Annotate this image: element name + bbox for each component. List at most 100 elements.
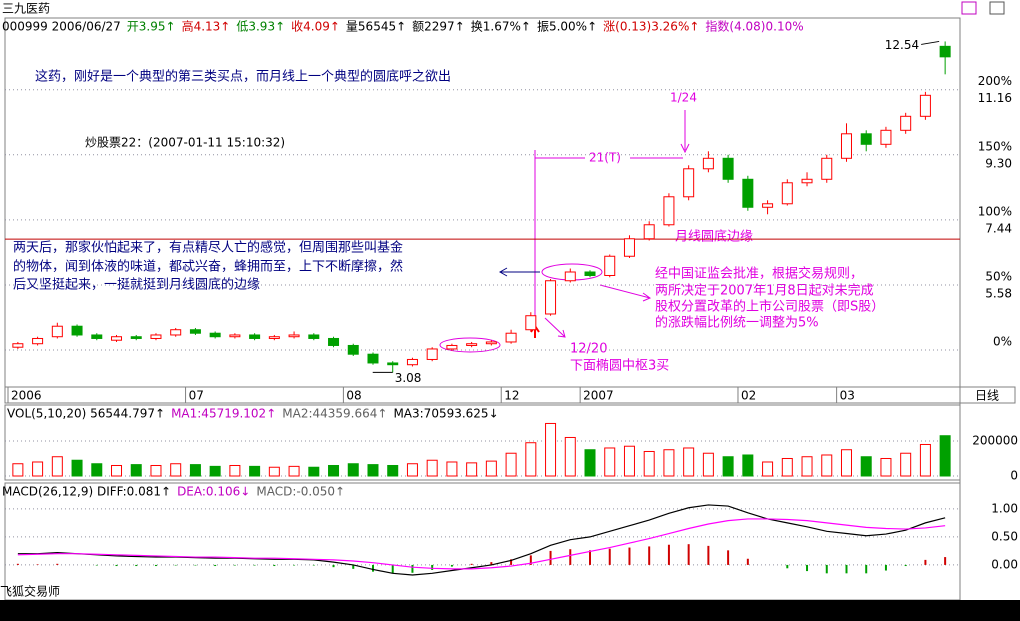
pivot-note: 下面椭圆中枢3买 xyxy=(570,358,669,374)
header-item: 000999 2006/06/27 xyxy=(2,20,121,34)
status-bar xyxy=(0,600,1020,621)
arrow xyxy=(498,267,540,277)
volume-bar xyxy=(919,443,931,477)
volume-bar xyxy=(150,464,162,477)
volume-bar xyxy=(584,449,596,477)
candle-body xyxy=(900,115,912,131)
volume-bar xyxy=(722,456,734,477)
candle-body xyxy=(308,334,320,339)
volume-bar xyxy=(249,465,261,477)
y-tick-label: 50% xyxy=(985,269,1012,283)
header-item: MACD:-0.050↑ xyxy=(256,485,345,499)
volume-bar xyxy=(564,436,576,477)
y-tick-label: 0% xyxy=(993,335,1012,349)
volume-bar xyxy=(268,466,280,477)
candle-body xyxy=(663,196,675,226)
pivot-ellipse xyxy=(439,337,501,353)
candle-body xyxy=(12,343,24,348)
scroll-icon[interactable] xyxy=(961,1,977,15)
candle-body xyxy=(939,45,951,58)
arrow xyxy=(599,284,652,302)
candle-body xyxy=(801,178,813,184)
y-tick-label: 150% xyxy=(978,139,1012,153)
volume-bar xyxy=(781,457,793,477)
volume-bar xyxy=(762,461,774,477)
volume-bar xyxy=(466,462,478,477)
candle-body xyxy=(860,133,872,145)
candle-body xyxy=(742,178,754,208)
candle-body xyxy=(229,334,241,338)
arrow xyxy=(544,317,566,338)
volume-bar xyxy=(880,457,892,477)
candle-body xyxy=(466,343,478,346)
candle-body xyxy=(781,182,793,205)
max-pointer xyxy=(921,40,940,45)
date-label: 2006 xyxy=(11,389,42,403)
volume-bar xyxy=(328,464,340,477)
volume-bar xyxy=(860,456,872,477)
volume-bar xyxy=(939,435,951,477)
app-name: 飞狐交易师 xyxy=(0,584,60,599)
header-item: 额2297↑ xyxy=(412,20,465,34)
volume-bar xyxy=(604,447,616,477)
left-note: 两天后，那家伙怕起来了，有点精尽人亡的感觉，但周围那些叫基金 xyxy=(13,240,403,256)
volume-bar xyxy=(367,464,379,477)
volume-bar xyxy=(51,456,63,477)
candle-body xyxy=(347,344,359,355)
date-label: 12 xyxy=(504,389,519,403)
candle-body xyxy=(288,334,300,338)
date-label: 12/20 xyxy=(570,342,607,357)
stock-name: 三九医药 xyxy=(2,2,50,16)
candle-body xyxy=(919,94,931,117)
edge-label: 月线圆底边缘 xyxy=(675,229,753,245)
y-tick-label: 200% xyxy=(978,74,1012,88)
volume-bar xyxy=(170,463,182,477)
volume-bar xyxy=(229,464,241,477)
header-item: 指数(4.08)0.10% xyxy=(705,19,803,34)
header-item: 涨(0.13)3.26%↑ xyxy=(603,19,699,34)
y-tick-label: 100% xyxy=(978,204,1012,218)
date-label: 03 xyxy=(840,389,855,403)
candle-body xyxy=(170,329,182,336)
candle-body xyxy=(643,224,655,240)
volume-bar xyxy=(446,461,458,477)
volume-bar xyxy=(189,464,201,477)
header-item: 低3.93↑ xyxy=(236,20,285,34)
annotations: 这药，刚好是一个典型的第三类买点，而月线上一个典型的圆底呼之欲出 炒股票22：(… xyxy=(13,69,884,374)
candle-body xyxy=(880,129,892,145)
candle-body xyxy=(623,238,635,257)
volume-bar xyxy=(702,452,714,477)
volume-bar xyxy=(900,452,912,477)
volume-bar xyxy=(308,466,320,477)
volume-bar xyxy=(347,463,359,477)
volume-bar xyxy=(683,447,695,477)
header-item: 换1.67%↑ xyxy=(471,20,531,34)
candle-body xyxy=(426,348,438,360)
candle-body xyxy=(387,362,399,366)
volume-bar xyxy=(91,463,103,477)
volume-bar xyxy=(111,464,123,477)
volume-bar xyxy=(821,454,833,477)
candle-body xyxy=(604,255,616,276)
candle-body xyxy=(367,353,379,364)
price-tick-label: 7.44 xyxy=(985,221,1012,235)
dea-line xyxy=(17,518,946,570)
date-label: 07 xyxy=(189,389,204,403)
frames xyxy=(4,17,1016,601)
header-item: 开3.95↑ xyxy=(127,20,176,34)
candle-body xyxy=(545,280,557,315)
y-tick-label: 200000 xyxy=(972,433,1018,447)
volume-bar xyxy=(209,465,221,477)
right-note: 的涨跌幅比例统一调整为5% xyxy=(655,315,819,331)
date-label: 02 xyxy=(741,389,756,403)
candle-body xyxy=(32,337,44,345)
date-label: 2007 xyxy=(583,389,614,403)
volume-bar xyxy=(840,449,852,477)
volume-bar xyxy=(32,461,44,477)
candle-body xyxy=(821,157,833,180)
arrow-head xyxy=(680,143,690,154)
header-item: MA3:70593.625↓ xyxy=(393,407,498,421)
candle-body xyxy=(328,337,340,346)
layout-icon[interactable] xyxy=(989,1,1005,15)
